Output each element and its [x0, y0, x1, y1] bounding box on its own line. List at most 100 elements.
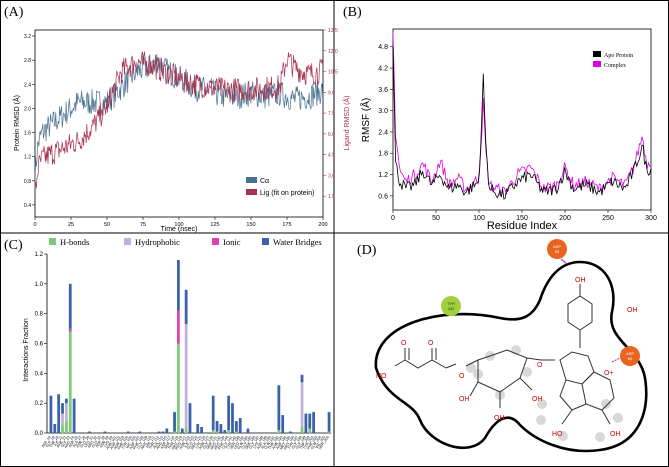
legend-swatch-calpha: [246, 177, 257, 183]
x-tick-label: ASP_194: [275, 435, 287, 450]
y-tick-label-right: 4.5: [328, 153, 335, 159]
atom-label-oh: OH: [575, 277, 586, 284]
residue-asp60: ASP 60: [620, 346, 640, 366]
legend-swatch-water-bridges: [262, 238, 269, 245]
y-tick-label: 2.4: [24, 82, 31, 88]
y-tick-label: 0.8: [35, 312, 44, 318]
atom-label-oh: OH: [627, 307, 638, 314]
x-tick-label: TYR_142: [225, 435, 237, 450]
bar-segment-water-bridges: [138, 431, 142, 433]
y-tick-label: 4.8: [378, 44, 388, 51]
interactions-x-ticks: ASP_18GLY_19THR_20ILE_21PHE_22GLY_23ARG_…: [41, 435, 330, 450]
x-tick-label: LYS_188: [253, 435, 265, 449]
x-tick-label: ASP_107: [129, 435, 141, 450]
legend-label-ligand: Lig (fit on protein): [260, 190, 314, 197]
catechol-ring: [567, 295, 593, 348]
atom-label-o: O: [459, 373, 465, 380]
x-tick-label: 300: [645, 215, 657, 222]
interactions-chart: 0.0 0.2 0.4 0.6 0.8 1.0 1.2 ASP_18GLY_19THR_20…: [23, 237, 331, 451]
legend-label-hydrophobic: Hydrophobic: [135, 237, 180, 247]
y-tick-label-right: 7.5: [328, 111, 335, 117]
x-tick-label: 25: [68, 222, 74, 228]
bar-segment-ionic: [68, 328, 72, 332]
residue-number: 60: [628, 356, 633, 361]
x-tick-label: LEU_31: [83, 435, 94, 448]
atom-label-o: O: [428, 340, 434, 347]
x-tick-label: 150: [516, 215, 528, 222]
x-tick-label: TYR_197: [287, 435, 299, 450]
bar-segment-water-bridges: [238, 418, 242, 433]
y-tick-label-right: 3.0: [328, 173, 335, 179]
legend-swatch-hbonds: [49, 238, 56, 245]
panel-label-a: (A): [4, 5, 24, 20]
rmsf-y-axis-label: RMSF (Å): [359, 98, 372, 142]
bar-segment-water-bridges: [180, 428, 184, 433]
x-tick-label: GLY_185: [241, 435, 253, 450]
bar-segment-water-bridges: [126, 431, 130, 433]
x-tick-label: 50: [432, 215, 440, 222]
ligand-skeleton: [394, 284, 623, 442]
legend-swatch-ionic: [212, 238, 219, 245]
x-tick-label: 200: [318, 222, 327, 228]
bar-segment-h-bonds: [68, 331, 72, 433]
rmsd-series-calpha: [34, 53, 324, 189]
y-tick-label-right: 13.5: [328, 28, 338, 34]
y-tick-label: 2.0: [24, 106, 31, 112]
bar-segment-hydrophobic: [64, 403, 68, 422]
x-tick-label: ASP_189: [256, 435, 268, 450]
x-tick-label: 175: [282, 222, 291, 228]
x-tick-label: ASP_39: [95, 435, 106, 448]
y-tick-label: 0.2: [35, 401, 44, 407]
rmsf-y-ticks: 0.6 1.2 1.8 2.4 3.0 3.6 4.2 4.8: [378, 44, 393, 200]
residue-bubble: [547, 239, 567, 259]
bar-segment-water-bridges: [304, 413, 308, 433]
x-tick-label: GLY_109: [136, 435, 148, 450]
x-tick-label: SER_118: [163, 435, 175, 450]
bar-segment-water-bridges: [88, 431, 91, 433]
rmsd-x-ticks: 0 25 50 75 100 125 150 175 200: [33, 217, 328, 228]
x-tick-label: LYS_126: [195, 435, 207, 449]
x-tick-label: GLY_187: [248, 435, 260, 450]
atom-label-o: O: [401, 340, 407, 347]
y-tick-label: 0.0: [35, 431, 44, 437]
x-tick-label: ILE_21: [54, 435, 64, 447]
x-tick-label: THR_20: [49, 435, 60, 448]
bar-segment-water-bridges: [300, 374, 304, 383]
legend-swatch-apo: [593, 51, 601, 57]
bar-segment-water-bridges: [57, 394, 61, 433]
bar-segment-water-bridges: [289, 431, 292, 433]
y-tick-label: 1.8: [378, 151, 388, 158]
interactions-y-ticks: 0.0 0.2 0.4 0.6 0.8 1.0 1.2: [35, 252, 47, 437]
residue-name: ASP: [553, 244, 561, 249]
rmsd-series-ligand: [34, 51, 324, 189]
x-tick-label: 150: [246, 222, 255, 228]
bar-segment-water-bridges: [188, 403, 192, 433]
rmsd-x-axis-label: Time (nsec): [161, 226, 198, 233]
residue-tyr202: TYR 202: [441, 296, 461, 316]
bar-segment-water-bridges: [161, 431, 165, 433]
y-tick-label: 1.0: [35, 282, 44, 288]
bar-segment-water-bridges: [61, 403, 64, 414]
bar-segment-water-bridges: [227, 395, 231, 431]
x-tick-label: 0: [33, 222, 36, 228]
x-tick-label: TRP_200: [299, 435, 311, 450]
atom-label-oh: OH: [532, 396, 543, 403]
y-tick-label: 0.6: [378, 193, 388, 200]
x-tick-label: ARG_24: [64, 435, 75, 449]
a-ring-hydroxyl-bonds: [561, 409, 611, 425]
x-tick-label: ASP_25: [68, 435, 79, 448]
rmsf-chart: 0 50 100 150 200 250 300 0.6 1.2 1.8 2.4 3.0 3.6 4.2…: [359, 28, 657, 232]
rmsf-series-apo: [392, 47, 652, 200]
bar-segment-water-bridges: [215, 421, 219, 432]
bar-segment-water-bridges: [281, 415, 285, 433]
bar-segment-h-bonds: [234, 431, 238, 433]
legend-label-calpha: Cα: [260, 178, 269, 185]
bar-segment-h-bonds: [61, 425, 64, 433]
rmsd-plot-frame: [34, 29, 324, 218]
interactions-bars: [49, 259, 331, 433]
interaction-diagram: ASP 59 TYR 202 ASP 60: [374, 239, 648, 453]
bar-segment-h-bonds: [177, 343, 180, 433]
y-tick-label: 0.4: [24, 203, 31, 209]
legend-swatch-ligand: [246, 189, 257, 195]
x-tick-label: ALA_115: [152, 435, 164, 449]
